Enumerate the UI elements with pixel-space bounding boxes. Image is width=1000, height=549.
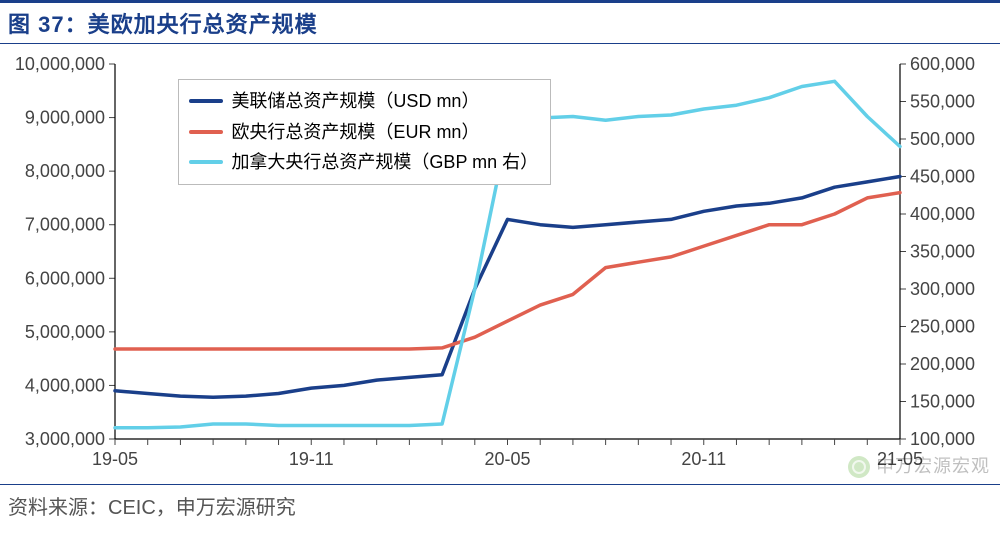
figure-title: 图 37：美欧加央行总资产规模: [0, 0, 1000, 44]
y-right-tick-label: 250,000: [910, 317, 975, 337]
y-right-tick-label: 300,000: [910, 279, 975, 299]
legend-label: 美联储总资产规模（USD mn）: [231, 86, 479, 117]
y-left-tick-label: 3,000,000: [25, 429, 105, 449]
series-line-ecb: [115, 193, 900, 349]
legend-label: 欧央行总资产规模（EUR mn）: [231, 117, 479, 148]
watermark-text: 申万宏源宏观: [876, 456, 990, 476]
y-left-tick-label: 5,000,000: [25, 322, 105, 342]
legend-swatch-icon: [189, 160, 223, 164]
y-right-tick-label: 500,000: [910, 129, 975, 149]
y-left-tick-label: 4,000,000: [25, 375, 105, 395]
legend-item-boc: 加拿大央行总资产规模（GBP mn 右）: [189, 147, 538, 178]
legend-item-ecb: 欧央行总资产规模（EUR mn）: [189, 117, 538, 148]
watermark-logo-icon: [848, 456, 870, 478]
legend-swatch-icon: [189, 130, 223, 134]
y-right-tick-label: 150,000: [910, 392, 975, 412]
figure-container: 图 37：美欧加央行总资产规模 19-0519-1120-0520-1121-0…: [0, 0, 1000, 549]
x-tick-label: 19-11: [289, 449, 334, 469]
y-right-tick-label: 200,000: [910, 354, 975, 374]
y-left-tick-label: 8,000,000: [25, 161, 105, 181]
watermark: 申万宏源宏观: [848, 452, 990, 478]
source-citation: 资料来源：CEIC，申万宏源研究: [0, 484, 1000, 526]
y-left-tick-label: 9,000,000: [25, 108, 105, 128]
y-right-tick-label: 350,000: [910, 242, 975, 262]
chart-area: 19-0519-1120-0520-1121-053,000,0004,000,…: [0, 44, 1000, 484]
x-tick-label: 19-05: [92, 449, 138, 469]
y-right-tick-label: 600,000: [910, 54, 975, 74]
y-left-tick-label: 6,000,000: [25, 268, 105, 288]
y-right-tick-label: 450,000: [910, 167, 975, 187]
y-left-tick-label: 10,000,000: [15, 54, 105, 74]
x-tick-label: 20-11: [681, 449, 726, 469]
legend-swatch-icon: [189, 99, 223, 103]
y-right-tick-label: 550,000: [910, 92, 975, 112]
legend-item-fed: 美联储总资产规模（USD mn）: [189, 86, 538, 117]
y-right-tick-label: 100,000: [910, 429, 975, 449]
x-tick-label: 20-05: [484, 449, 530, 469]
y-left-tick-label: 7,000,000: [25, 215, 105, 235]
series-line-fed: [115, 177, 900, 398]
y-right-tick-label: 400,000: [910, 204, 975, 224]
legend-label: 加拿大央行总资产规模（GBP mn 右）: [231, 147, 538, 178]
legend: 美联储总资产规模（USD mn）欧央行总资产规模（EUR mn）加拿大央行总资产…: [178, 79, 551, 185]
